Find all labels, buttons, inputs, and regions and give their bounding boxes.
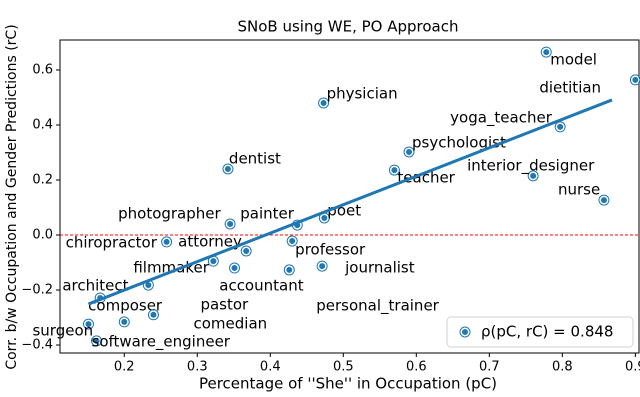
point-ring [240,245,252,257]
point [288,237,297,246]
point [390,166,399,175]
point-label: pastor [200,295,249,313]
point [92,336,101,345]
point-label: personal_trainer [316,296,439,315]
legend-box [446,316,634,348]
point-label: painter [240,205,294,223]
y-tick-label: −0.4 [21,338,53,353]
x-tick-label: 0.8 [552,360,573,375]
point [242,246,251,255]
chart-title: SNoB using WE, PO Approach [238,18,459,36]
x-tick-label: 0.3 [187,360,208,375]
point [319,98,328,107]
point-ring [82,318,94,330]
point-label: architect [62,277,128,295]
point [318,262,327,271]
x-tick-label: 0.9 [625,360,640,375]
point-label: model [550,51,597,69]
point-ring [286,235,298,247]
point-label: interior_designer [467,156,595,175]
point-ring [283,264,295,276]
x-tick-label: 0.6 [406,360,427,375]
point-ring [540,46,552,58]
point-label: composer [88,296,163,314]
point-label: poet [327,201,361,219]
legend-marker [461,328,469,336]
point-ring [229,262,241,274]
point-ring [403,146,415,158]
point-ring [161,236,173,248]
x-tick-label: 0.7 [479,360,500,375]
x-axis-label: Percentage of ''She'' in Occupation (pC) [199,375,497,393]
point-label: dentist [229,149,281,167]
point-label: comedian [194,315,268,333]
point [223,164,232,173]
point [226,220,235,229]
point [320,213,329,222]
point [84,320,93,329]
point [405,147,414,156]
point [529,171,538,180]
point [556,122,565,131]
point-ring [91,335,103,347]
y-tick-label: 0.6 [32,62,53,77]
point-label: surgeon [32,322,93,340]
legend-label: ρ(pC, rC) = 0.848 [481,323,613,341]
y-tick-label: 0.4 [32,117,53,132]
point-ring [222,163,234,175]
point-ring [527,170,539,182]
point-label: photographer [118,205,221,223]
point-ring [388,164,400,176]
point-label: psychologist [412,133,506,151]
point [285,265,294,274]
y-tick-label: 0.2 [32,172,53,187]
point [631,75,640,84]
point-label: chiropractor [66,233,158,251]
point [162,237,171,246]
point-ring [316,260,328,272]
point [599,196,608,205]
point-label: physician [327,84,398,102]
point [542,48,551,57]
point-ring [118,316,130,328]
y-tick-label: 0.0 [32,228,53,243]
point-ring [554,121,566,133]
point-label: professor [295,241,366,259]
point-label: dietitian [539,78,601,96]
point-ring [318,97,330,109]
legend-marker-ring [459,326,471,338]
point-label: teacher [397,169,455,187]
y-tick-label: −0.2 [21,283,53,298]
point-label: yoga_teacher [450,108,553,127]
point-label: attorney [178,232,242,250]
point-label: nurse [558,181,600,199]
x-tick-label: 0.5 [333,360,354,375]
point-ring [147,309,159,321]
point-ring [598,194,610,206]
x-tick-label: 0.4 [260,360,281,375]
point [209,257,218,266]
point-ring [224,218,236,230]
point [120,317,129,326]
x-tick-label: 0.2 [114,360,135,375]
point [149,310,158,319]
y-axis-label: Corr. b/w Occupation and Gender Predicti… [4,24,20,369]
fit-line [87,98,613,306]
point-label: software_engineer [92,332,231,351]
point-label: accountant [219,276,303,294]
point [230,264,239,273]
plot-area [59,39,640,354]
point-ring [629,74,640,86]
point-label: journalist [344,259,415,277]
